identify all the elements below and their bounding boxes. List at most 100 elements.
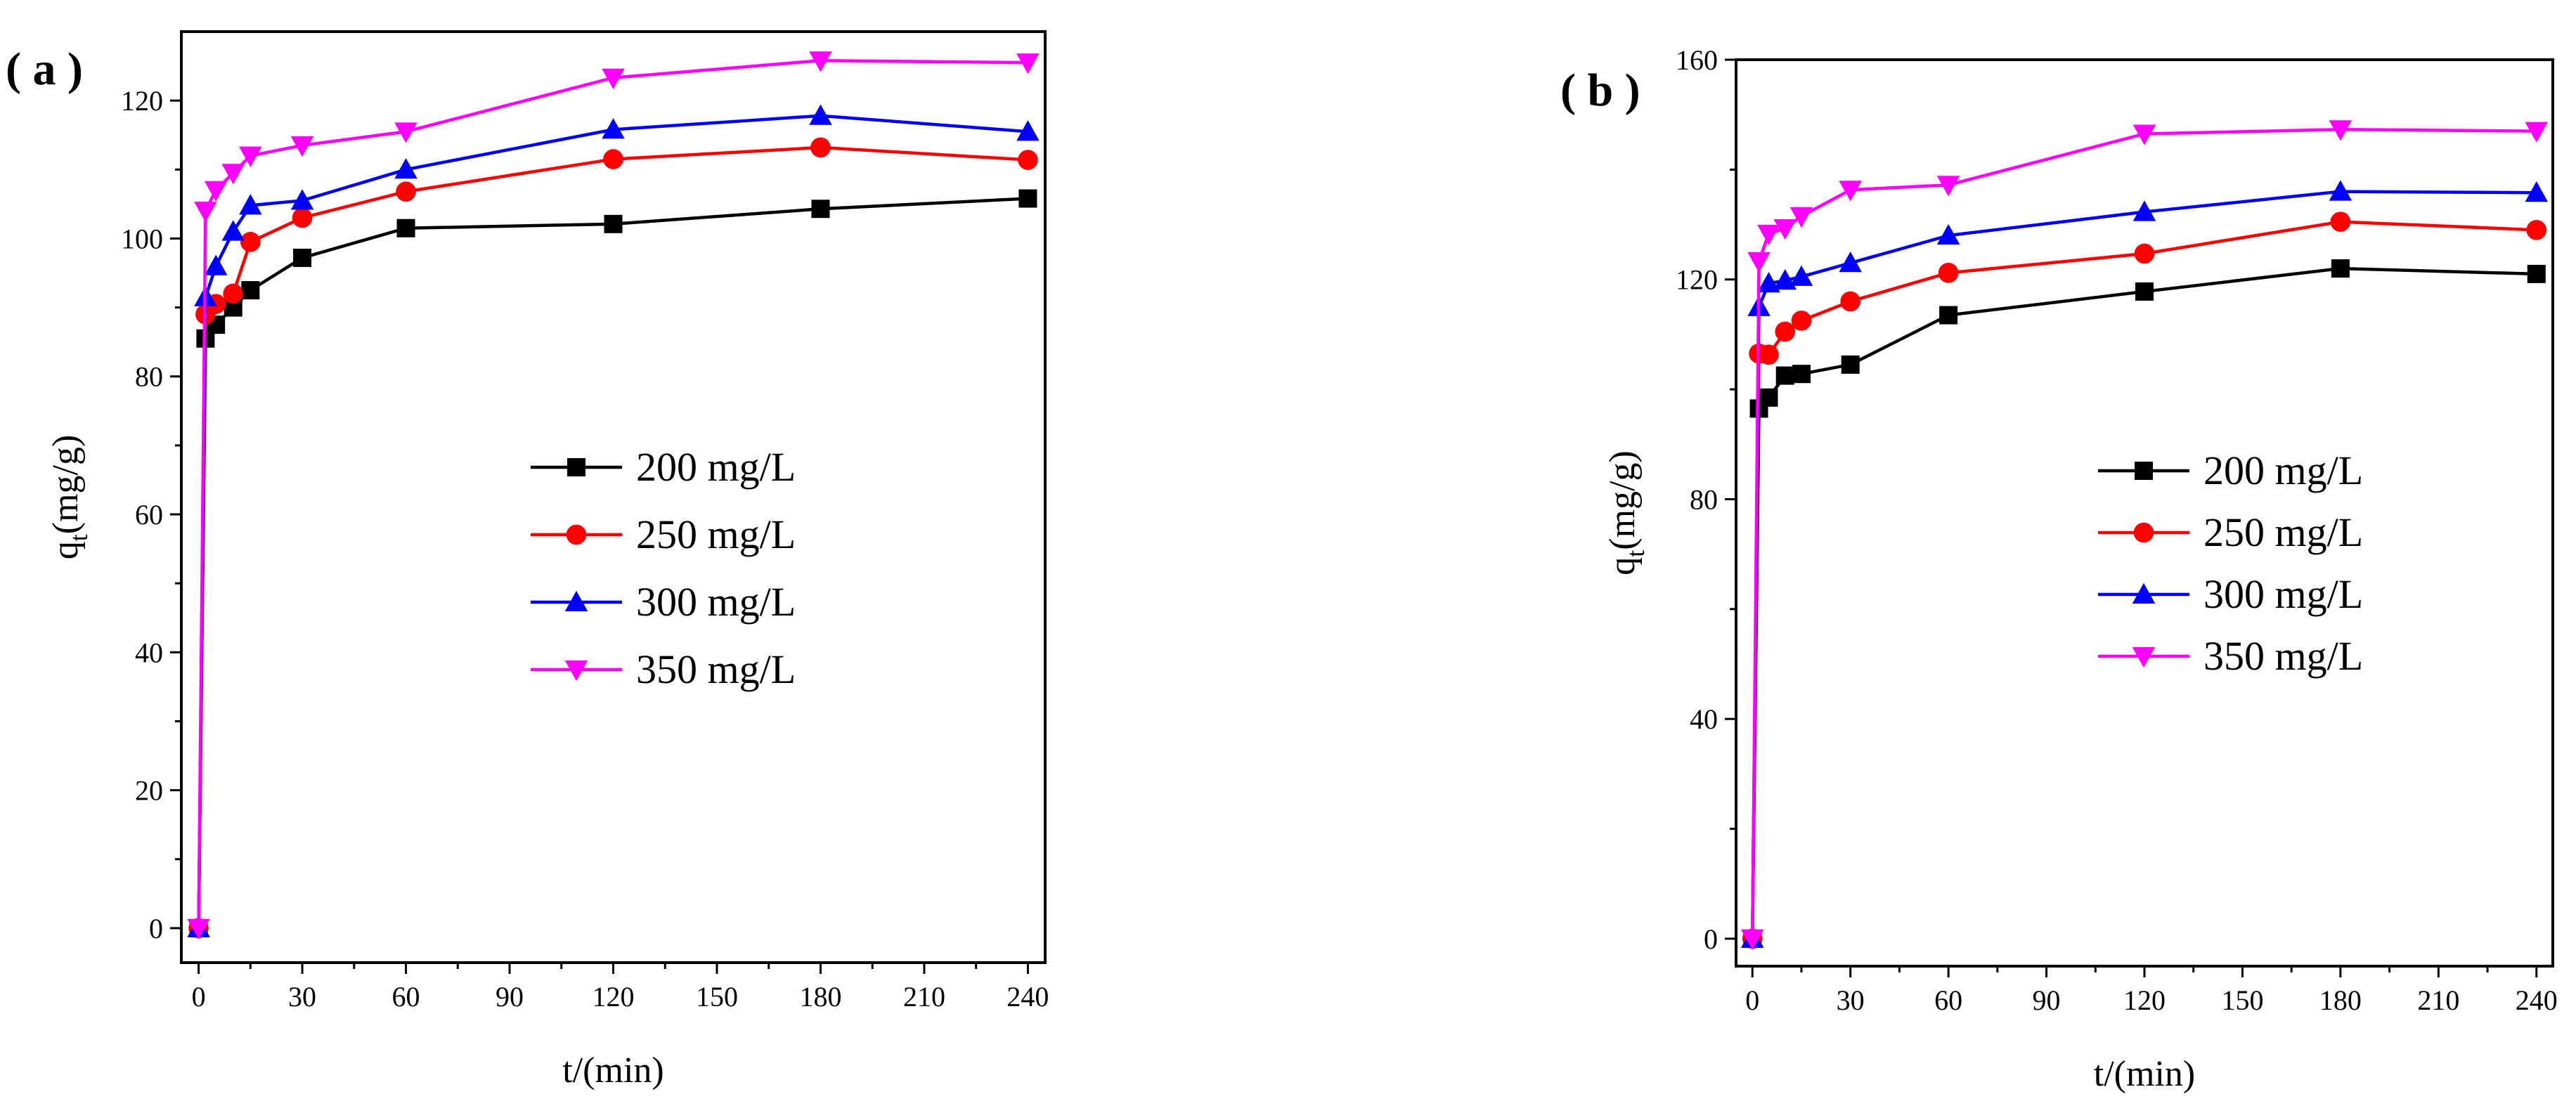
legend-marker: [2132, 582, 2156, 604]
legend-marker: [567, 458, 585, 476]
legend-label: 350 mg/L: [636, 646, 796, 692]
data-point: [604, 214, 623, 233]
data-point: [1775, 321, 1796, 342]
y-tick-label: 100: [121, 223, 163, 254]
data-point: [290, 189, 314, 210]
data-point: [204, 181, 228, 202]
y-tick-label: 0: [149, 913, 163, 944]
data-point: [1791, 311, 1812, 331]
y-tick-label: 60: [135, 499, 163, 531]
x-tick-label: 60: [392, 981, 420, 1013]
data-point: [1018, 150, 1038, 170]
legend-marker: [2135, 462, 2153, 480]
data-point: [240, 232, 261, 252]
x-tick-label: 240: [1007, 981, 1049, 1013]
data-point: [810, 137, 831, 158]
data-point: [2526, 220, 2547, 240]
data-point: [239, 146, 262, 167]
series-line: [197, 114, 1028, 928]
data-point: [603, 149, 623, 169]
legend-label: 250 mg/L: [2203, 509, 2363, 555]
data-point: [396, 219, 415, 237]
data-point: [293, 248, 312, 267]
x-tick-label: 30: [1837, 984, 1865, 1016]
legend-label: 300 mg/L: [2203, 571, 2363, 617]
data-point: [2134, 243, 2155, 264]
y-tick-label: 20: [135, 775, 163, 807]
data-point: [1747, 252, 1771, 273]
data-point: [2527, 264, 2546, 283]
legend-label: 350 mg/L: [2203, 633, 2363, 679]
panel-b: 0 30 60 90 120 150 180 210 240 0 40 80 120 160 t/(min)…: [1560, 44, 2558, 1094]
series-line: [1750, 190, 2537, 939]
data-point: [2329, 120, 2352, 141]
data-point: [1016, 120, 1040, 141]
x-axis-title: t/(min): [562, 1050, 664, 1091]
series-line: [1750, 220, 2537, 939]
y-tick-label: 40: [135, 637, 163, 668]
data-point: [2329, 180, 2352, 201]
data-point: [1839, 252, 1862, 273]
x-tick-label: 0: [1745, 984, 1759, 1016]
data-point: [239, 194, 262, 215]
data-point: [602, 118, 625, 139]
y-axis-title: qt(mg/g): [46, 435, 93, 560]
data-point: [1841, 355, 1860, 374]
x-tick-label: 120: [2123, 984, 2166, 1016]
data-point: [809, 104, 832, 125]
y-axis-title-units: (mg/g): [1603, 450, 1643, 550]
y-tick-label: 120: [121, 85, 163, 117]
y-axis-title-subscript: t: [1622, 550, 1650, 557]
data-point: [221, 164, 245, 185]
legend-label: 200 mg/L: [636, 444, 796, 490]
data-point: [1792, 365, 1811, 384]
data-point: [1016, 53, 1040, 74]
data-point: [396, 181, 416, 202]
data-point: [241, 281, 260, 300]
legend-marker: [2132, 647, 2156, 668]
data-point: [292, 207, 313, 228]
data-point: [204, 254, 228, 275]
y-axis-title: qt(mg/g): [1603, 450, 1650, 575]
legend-label: 200 mg/L: [2203, 448, 2363, 493]
legend-marker: [564, 660, 588, 682]
data-point: [2330, 211, 2351, 232]
series-line: [197, 145, 1028, 928]
series-300-mgL: [1740, 180, 2549, 948]
panel-a: 0 30 60 90 120 150 180 210 240 0 20 40 60 80 100 120 t/(…: [6, 30, 1049, 1091]
data-point: [221, 220, 245, 241]
data-point: [2331, 259, 2350, 278]
data-point: [2525, 122, 2549, 143]
panel-label: ( a ): [6, 44, 83, 95]
x-tick-label: 30: [288, 981, 316, 1013]
data-point: [2132, 200, 2156, 221]
x-axis-title: t/(min): [2094, 1054, 2195, 1094]
series-350-mgL: [187, 51, 1040, 940]
series-350-mgL: [1740, 120, 2549, 951]
series-250-mgL: [1742, 211, 2547, 949]
data-point: [2132, 124, 2156, 145]
series-line: [1750, 128, 2537, 939]
y-axis-title-units: (mg/g): [46, 435, 86, 535]
x-tick-label: 90: [496, 981, 524, 1013]
data-point: [1939, 306, 1958, 325]
series-250-mgL: [188, 137, 1038, 939]
series-200-mgL: [189, 189, 1037, 937]
series-line: [197, 197, 1028, 928]
y-axis-title-subscript: t: [65, 534, 93, 541]
panel-label: ( b ): [1560, 65, 1640, 116]
data-point: [811, 200, 830, 219]
data-point: [1740, 929, 1764, 951]
data-point: [1773, 219, 1797, 240]
y-tick-label: 40: [1690, 703, 1718, 735]
data-point: [394, 158, 418, 179]
y-tick-label: 160: [1676, 44, 1718, 76]
data-point: [223, 283, 244, 304]
legend-marker: [2133, 522, 2154, 543]
x-tick-label: 180: [2319, 984, 2362, 1016]
data-point: [809, 51, 832, 72]
x-tick-label: 210: [903, 981, 945, 1013]
legend-marker: [566, 524, 587, 545]
y-tick-label: 0: [1704, 923, 1718, 955]
y-axis-title-main: q: [1603, 557, 1643, 575]
